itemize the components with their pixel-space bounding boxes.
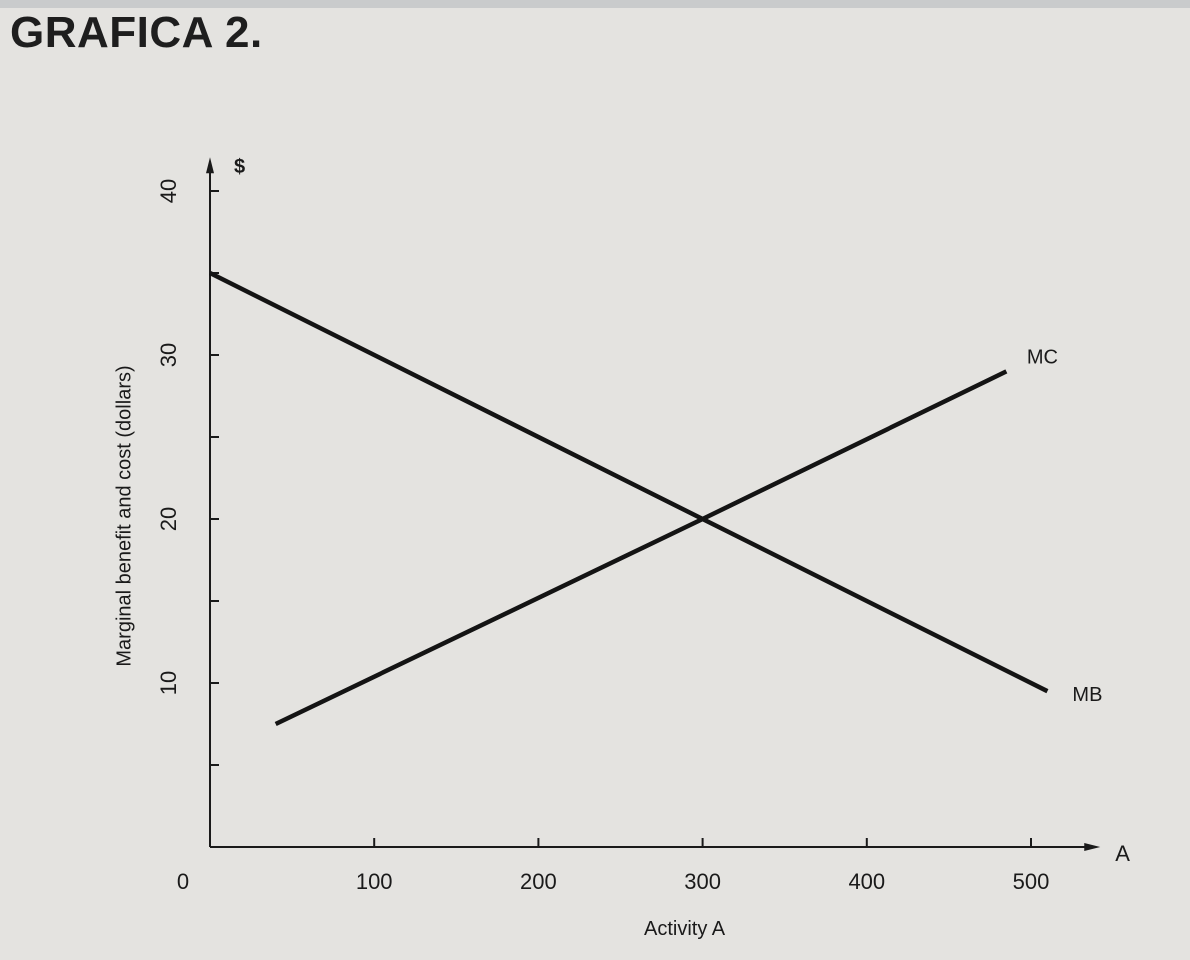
origin-label: 0 — [177, 869, 189, 894]
series-line-mb — [208, 270, 1049, 694]
y-axis-end-label: $ — [234, 156, 245, 178]
x-axis-arrowhead — [1084, 843, 1101, 851]
x-tick-label: 300 — [684, 869, 721, 894]
y-axis-title: Marginal benefit and cost (dollars) — [113, 365, 135, 666]
x-tick-label: 100 — [356, 869, 393, 894]
x-tick-label: 500 — [1013, 869, 1050, 894]
y-tick-label: 10 — [156, 671, 181, 695]
y-tick-label: 30 — [156, 343, 181, 367]
y-axis-arrowhead — [206, 157, 214, 174]
x-axis-end-label: A — [1115, 841, 1130, 866]
x-axis-title: Activity A — [644, 918, 726, 940]
y-tick-label: 40 — [156, 179, 181, 203]
x-tick-label: 400 — [848, 869, 885, 894]
series-label-mc: MC — [1027, 346, 1058, 368]
series-lines — [208, 270, 1049, 727]
ticks — [210, 190, 1032, 847]
page-title: GRAFICA 2. — [10, 8, 263, 57]
axes — [206, 157, 1101, 851]
top-border-strip — [0, 0, 1190, 8]
y-tick-label: 20 — [156, 507, 181, 531]
series-line-mc — [274, 369, 1008, 727]
series-label-mb: MB — [1072, 684, 1102, 706]
chart-labels: $ A 0 100 200 300 400 500 10 20 30 40 Activity A Marg… — [113, 156, 1130, 940]
x-tick-label: 200 — [520, 869, 557, 894]
